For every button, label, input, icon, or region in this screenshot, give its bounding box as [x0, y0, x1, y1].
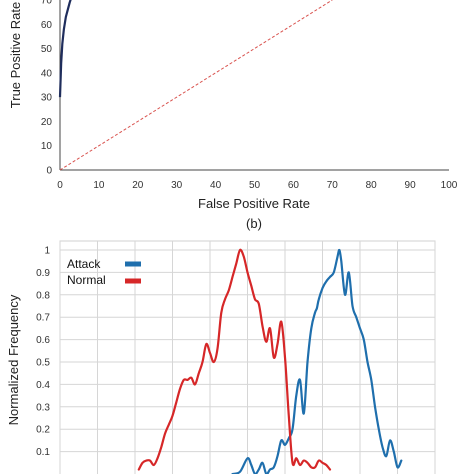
- attack-series-line: [231, 248, 403, 474]
- roc-y-tick-label: 70: [41, 0, 53, 7]
- roc-x-tick-label: 60: [288, 180, 300, 191]
- roc-x-tick-label: 70: [327, 180, 339, 191]
- frequency-y-tick-label: 0.4: [36, 380, 50, 391]
- roc-x-axis-title: False Positive Rate: [198, 196, 310, 211]
- roc-y-tick-label: 30: [41, 93, 53, 104]
- frequency-chart: 0.1 0.2 0.3 0.4 0.5 0.6 0.7 0.8 0.9 1 Normalized …: [6, 240, 436, 474]
- frequency-y-tick-label: 0.1: [36, 447, 50, 458]
- roc-chart: 0 10 20 30 40 50 60 70 80 90 100 0 10 20 30 40 50 60 70 F…: [8, 0, 458, 231]
- roc-x-tick-label: 50: [249, 180, 261, 191]
- frequency-y-tick-labels: 0.1 0.2 0.3 0.4 0.5 0.6 0.7 0.8 0.9 1: [36, 246, 50, 459]
- roc-y-tick-label: 20: [41, 117, 53, 128]
- roc-x-tick-label: 0: [57, 180, 63, 191]
- roc-x-tick-label: 80: [366, 180, 378, 191]
- roc-y-tick-label: 10: [41, 141, 53, 152]
- frequency-series-group: [137, 248, 403, 474]
- legend: Attack Normal: [67, 257, 141, 287]
- legend-label-normal: Normal: [67, 273, 106, 287]
- roc-y-tick-labels: 0 10 20 30 40 50 60 70: [41, 0, 53, 177]
- frequency-y-tick-label: 0.3: [36, 402, 50, 413]
- frequency-y-tick-label: 0.6: [36, 335, 50, 346]
- roc-series-group: [58, 0, 333, 171]
- roc-y-tick-label: 0: [46, 166, 52, 177]
- frequency-y-tick-label: 0.9: [36, 268, 50, 279]
- roc-x-tick-label: 40: [210, 180, 222, 191]
- roc-x-tick-label: 10: [93, 180, 105, 191]
- frequency-y-axis-title: Normalized Frequency: [6, 294, 21, 425]
- roc-y-axis-title: True Positive Rate: [8, 2, 23, 108]
- roc-x-tick-label: 30: [171, 180, 183, 191]
- roc-x-tick-label: 90: [405, 180, 417, 191]
- legend-label-attack: Attack: [67, 257, 101, 271]
- roc-y-tick-label: 60: [41, 20, 53, 31]
- panel-label: (b): [246, 216, 262, 231]
- roc-y-tick-label: 40: [41, 68, 53, 79]
- frequency-y-tick-label: 0.2: [36, 425, 50, 436]
- random-baseline-line: [59, 0, 333, 171]
- frequency-y-tick-label: 0.8: [36, 290, 50, 301]
- roc-x-tick-label: 100: [441, 180, 458, 191]
- roc-curve-line: [58, 0, 72, 98]
- normal-series-line: [137, 248, 332, 471]
- roc-x-tick-labels: 0 10 20 30 40 50 60 70 80 90 100: [57, 180, 458, 191]
- roc-x-tick-label: 20: [132, 180, 144, 191]
- frequency-y-tick-label: 1: [44, 246, 50, 257]
- frequency-y-tick-label: 0.7: [36, 313, 50, 324]
- frequency-y-tick-label: 0.5: [36, 358, 50, 369]
- roc-y-tick-label: 50: [41, 44, 53, 55]
